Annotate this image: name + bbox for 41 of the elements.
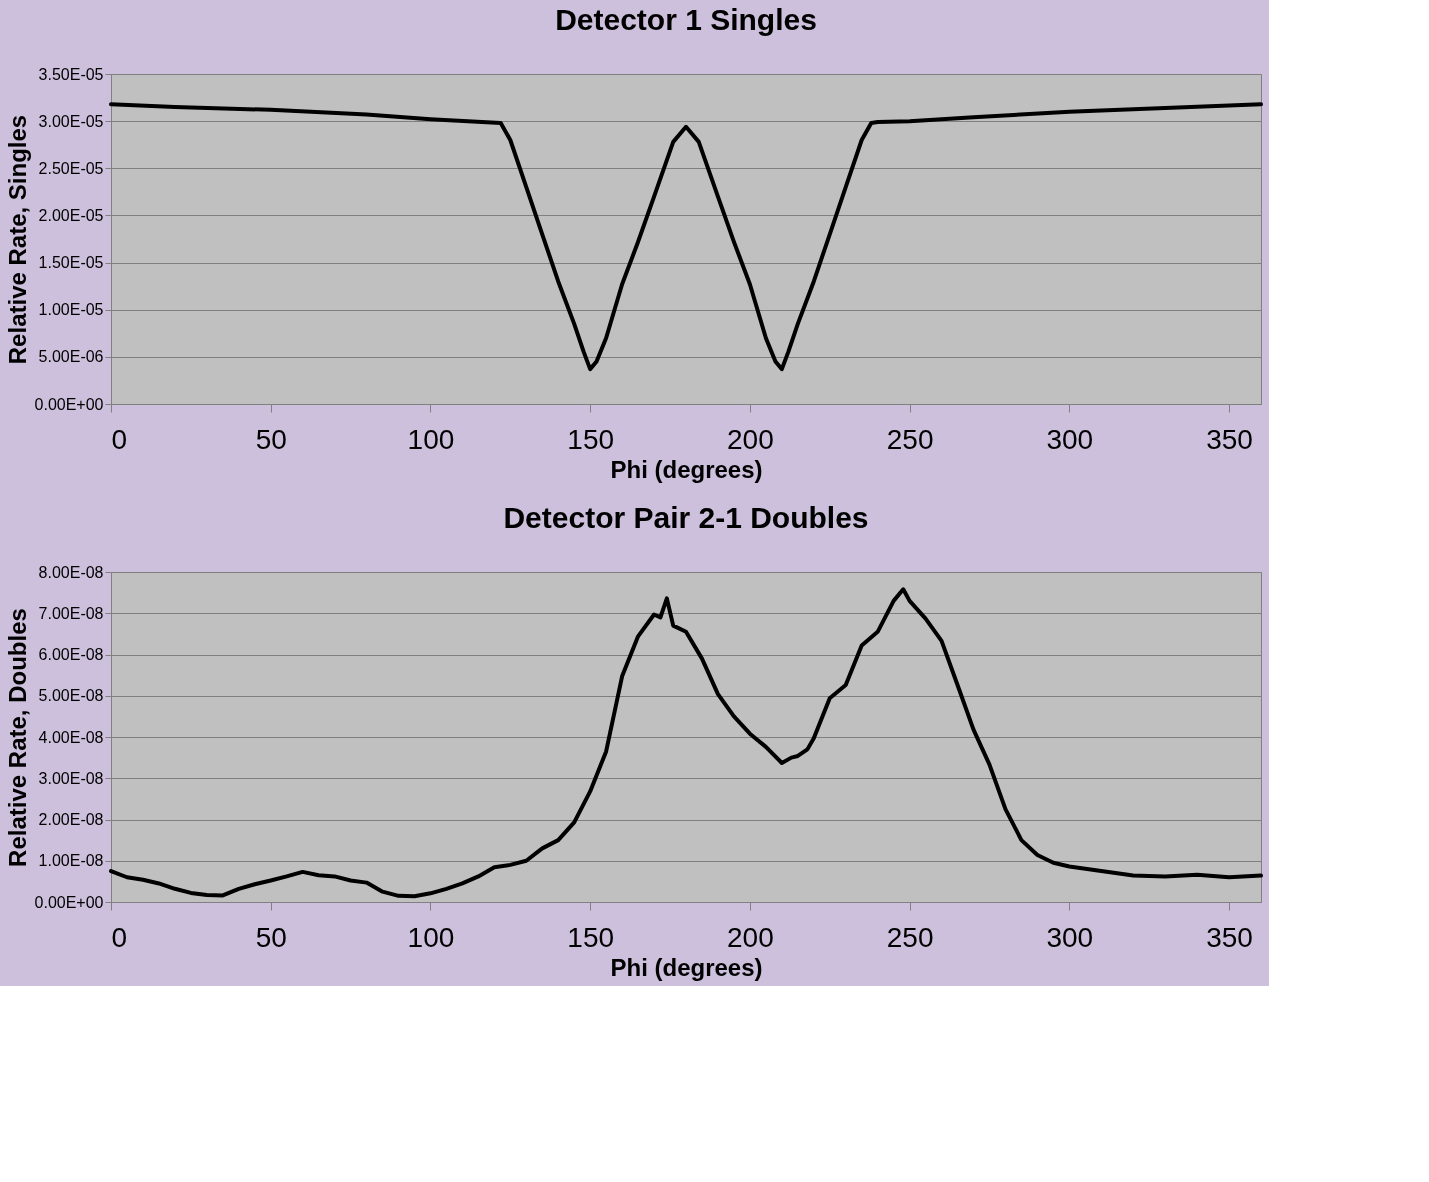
y-tick-label: 5.00E-08 [38, 687, 104, 705]
x-tick-label: 350 [1206, 423, 1253, 455]
x-axis-title: Phi (degrees) [610, 953, 763, 981]
y-axis-title: Relative Rate, Singles [3, 114, 31, 365]
x-tick-label: 250 [886, 921, 934, 953]
y-tick-label: 3.00E-08 [38, 769, 104, 787]
y-tick-label: 0.00E+00 [34, 395, 104, 413]
y-tick-label: 4.00E-08 [38, 728, 104, 746]
x-tick-label: 350 [1206, 921, 1253, 953]
x-tick-label: 50 [255, 423, 287, 455]
x-tick-label: 300 [1046, 423, 1094, 455]
x-tick-label: 250 [886, 423, 934, 455]
y-tick-label: 8.00E-08 [38, 563, 104, 581]
line-series [109, 102, 1263, 372]
line-series [109, 587, 1263, 899]
y-tick-label: 0.00E+00 [34, 893, 104, 911]
x-tick-label: 0 [111, 423, 128, 455]
x-tick-label: 0 [111, 921, 128, 953]
chart-title: Detector Pair 2-1 Doubles [503, 501, 869, 534]
y-axis-title: Relative Rate, Doubles [3, 608, 31, 867]
y-tick-label: 1.00E-08 [38, 852, 104, 870]
x-tick-label: 200 [727, 921, 774, 953]
x-tick-label: 200 [727, 423, 774, 455]
y-tick-label: 1.50E-05 [38, 254, 104, 272]
y-tick-label: 2.00E-05 [38, 206, 104, 224]
x-tick-label: 100 [407, 423, 455, 455]
x-tick-label: 300 [1046, 921, 1094, 953]
y-tick-label: 6.00E-08 [38, 646, 104, 663]
y-tick-label: 7.00E-08 [38, 604, 104, 622]
y-tick-label: 3.50E-05 [38, 65, 104, 83]
y-tick-label: 3.00E-05 [38, 112, 104, 130]
x-tick-label: 150 [567, 921, 615, 953]
x-tick-label: 50 [255, 921, 287, 953]
y-tick-label: 2.00E-08 [38, 811, 104, 828]
y-tick-label: 2.50E-05 [38, 159, 104, 177]
x-axis-title: Phi (degrees) [610, 455, 763, 483]
y-tick-label: 5.00E-06 [38, 348, 104, 366]
x-tick-label: 150 [567, 423, 615, 455]
chart-title: Detector 1 Singles [555, 3, 817, 36]
x-tick-label: 100 [407, 921, 455, 953]
y-tick-label: 1.00E-05 [38, 301, 104, 319]
